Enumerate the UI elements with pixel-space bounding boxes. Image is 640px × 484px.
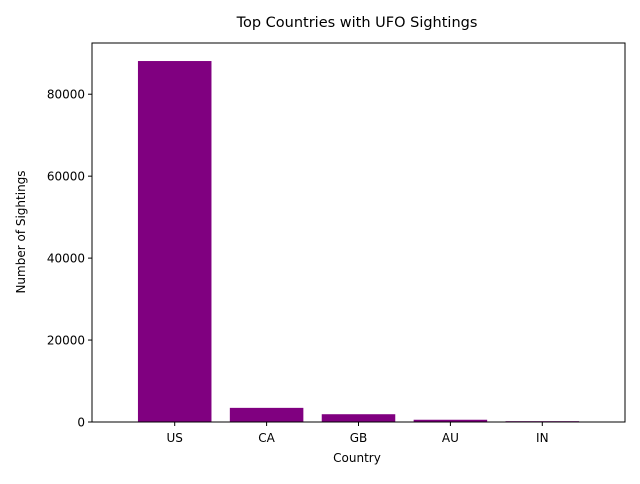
y-axis-label: Number of Sightings (14, 170, 28, 293)
y-tick-label: 0 (77, 416, 85, 430)
x-tick-label: GB (350, 431, 368, 445)
x-tick-label: CA (258, 431, 275, 445)
y-tick-label: 60000 (47, 170, 85, 184)
y-tick-label: 40000 (47, 252, 85, 266)
y-tick-label: 80000 (47, 88, 85, 102)
bar-us (137, 61, 212, 422)
x-tick-label: US (167, 431, 183, 445)
axes-frame (91, 42, 626, 423)
plot-area: US CA GB AU IN 0 20000 40000 60000 80000 (47, 61, 580, 445)
x-tick-label: IN (536, 431, 549, 445)
bar-ca (229, 407, 304, 422)
chart-title: Top Countries with UFO Sightings (236, 15, 478, 31)
bar-au (413, 419, 488, 422)
bar-gb (321, 414, 396, 422)
x-tick-label: AU (442, 431, 459, 445)
x-axis-label: Country (333, 451, 381, 465)
y-tick-label: 20000 (47, 334, 85, 348)
